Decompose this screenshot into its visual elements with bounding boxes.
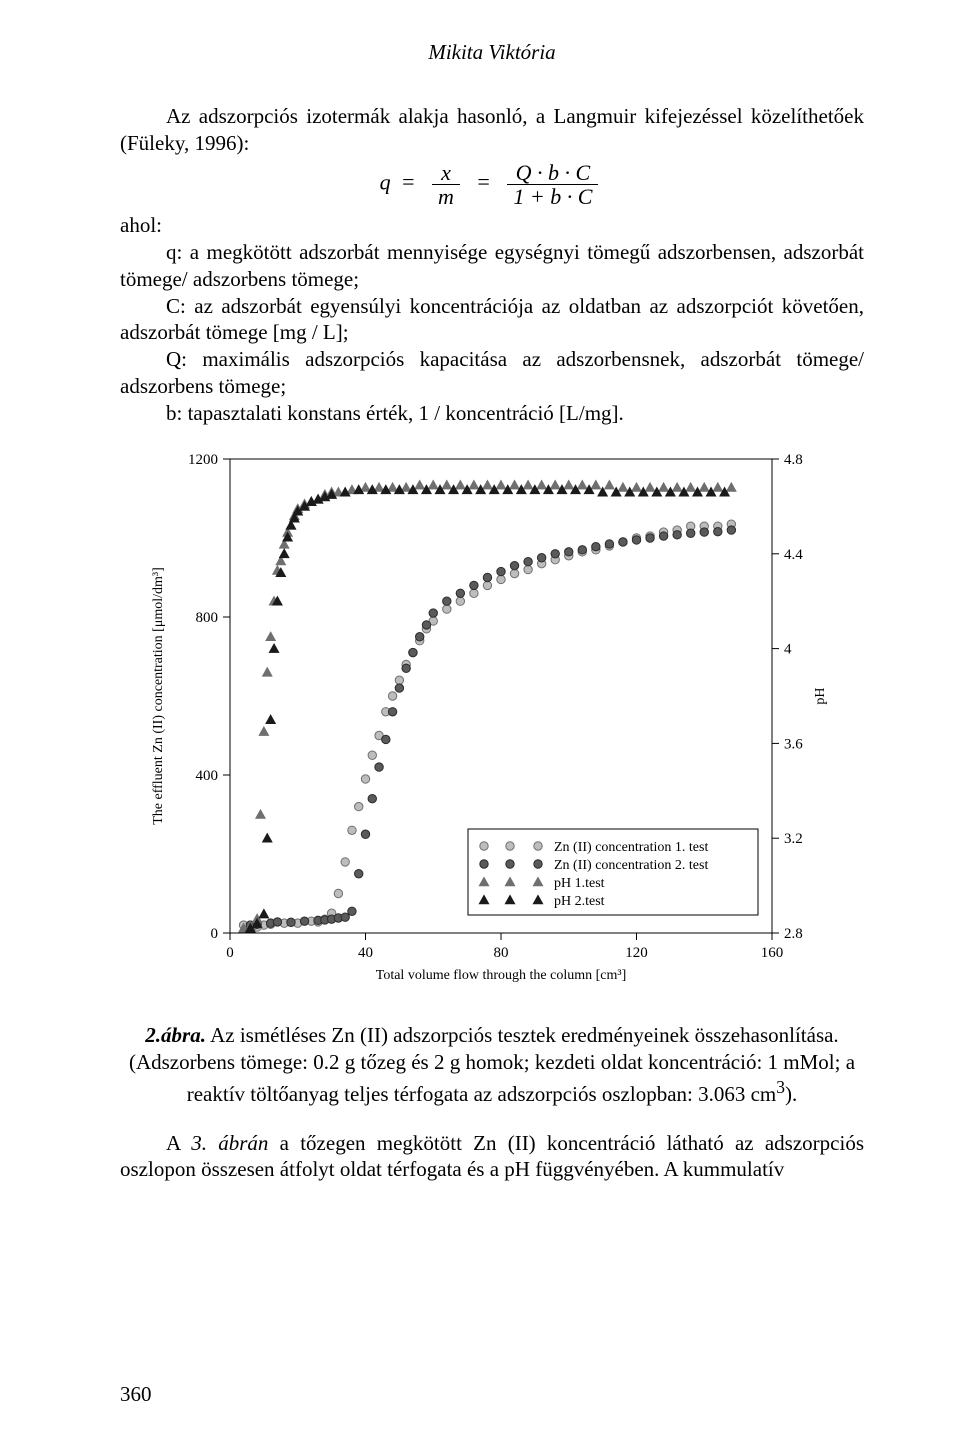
svg-text:800: 800 bbox=[196, 610, 219, 626]
def-c: C: az adszorbát egyensúlyi koncentrációj… bbox=[120, 293, 864, 347]
svg-text:4.4: 4.4 bbox=[784, 547, 803, 563]
svg-text:4.8: 4.8 bbox=[784, 452, 803, 468]
svg-text:0: 0 bbox=[226, 945, 234, 961]
svg-text:2.8: 2.8 bbox=[784, 926, 803, 942]
def-b: b: tapasztalati konstans érték, 1 / konc… bbox=[120, 400, 864, 427]
page-number: 360 bbox=[120, 1382, 152, 1407]
svg-text:pH 1.test: pH 1.test bbox=[554, 876, 605, 891]
caption-rest: Az ismétléses Zn (II) adszorpciós teszte… bbox=[129, 1023, 855, 1106]
svg-text:4: 4 bbox=[784, 642, 792, 658]
para-intro: Az adszorpciós izotermák alakja hasonló,… bbox=[120, 103, 864, 157]
eq-frac2-num: Q · b · C bbox=[507, 161, 598, 185]
svg-text:400: 400 bbox=[196, 768, 219, 784]
equation: q = xm = Q · b · C1 + b · C bbox=[120, 161, 864, 208]
svg-text:1200: 1200 bbox=[188, 452, 218, 468]
svg-text:3.6: 3.6 bbox=[784, 736, 803, 752]
eq-equals-2: = bbox=[477, 169, 489, 194]
eq-frac2-den: 1 + b · C bbox=[507, 185, 598, 208]
ahol-label: ahol: bbox=[120, 212, 864, 239]
chart: 0 40 80 120 160 0 400 800 1200 2.8 3.2 3.6 4 4.4 4.8 To… bbox=[132, 445, 852, 1010]
eq-frac1-den: m bbox=[432, 185, 460, 208]
svg-text:Zn (II) concentration 1. test: Zn (II) concentration 1. test bbox=[554, 840, 708, 855]
svg-text:40: 40 bbox=[358, 945, 373, 961]
eq-equals-1: = bbox=[402, 169, 414, 194]
para-after: A 3. ábrán a tőzegen megkötött Zn (II) k… bbox=[120, 1130, 864, 1184]
svg-text:Total volume flow through the: Total volume flow through the column [cm… bbox=[376, 968, 627, 983]
svg-text:The effluent Zn (II) concentra: The effluent Zn (II) concentration [μmol… bbox=[151, 567, 166, 825]
figure-caption: 2.ábra. Az ismétléses Zn (II) adszorpció… bbox=[120, 1022, 864, 1108]
def-Q: Q: maximális adszorpciós kapacitása az a… bbox=[120, 346, 864, 400]
svg-text:pH 2.test: pH 2.test bbox=[554, 894, 605, 909]
svg-text:0: 0 bbox=[211, 926, 219, 942]
eq-frac1-num: x bbox=[432, 161, 460, 185]
svg-text:160: 160 bbox=[761, 945, 784, 961]
svg-text:120: 120 bbox=[625, 945, 648, 961]
svg-text:pH: pH bbox=[813, 687, 828, 704]
page: Mikita Viktória Az adszorpciós izotermák… bbox=[0, 0, 960, 1435]
svg-text:Zn (II) concentration 2. test: Zn (II) concentration 2. test bbox=[554, 858, 708, 873]
eq-var-q: q bbox=[380, 169, 391, 194]
svg-text:80: 80 bbox=[494, 945, 509, 961]
running-head: Mikita Viktória bbox=[120, 40, 864, 65]
def-q: q: a megkötött adszorbát mennyisége egys… bbox=[120, 239, 864, 293]
svg-text:3.2: 3.2 bbox=[784, 831, 803, 847]
